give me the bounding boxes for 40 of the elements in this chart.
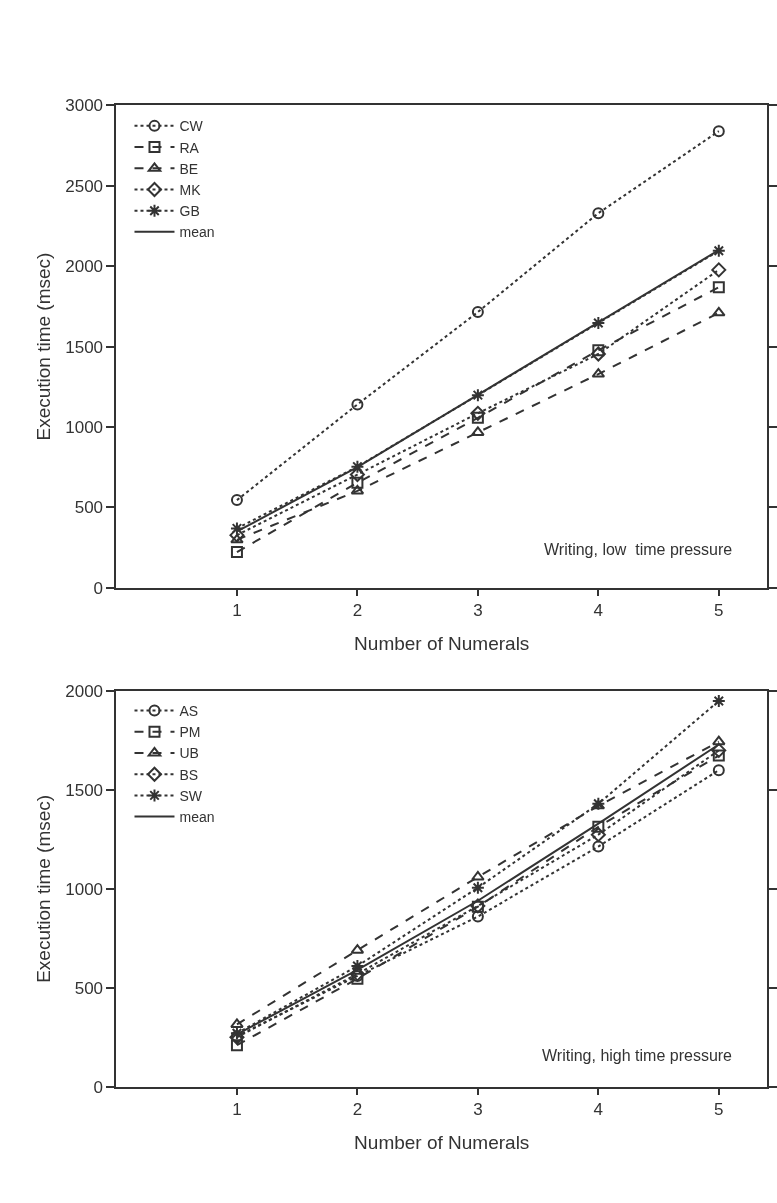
x-tick-label: 2 [352,601,363,621]
y-tick-label: 1000 [65,417,104,437]
x-tick-label: 5 [714,1100,724,1120]
annotation: Writing, high time pressure [542,1047,733,1064]
x-tick-label: 5 [714,601,724,621]
y-tick-label: 0 [93,1077,104,1097]
y-tick-label: 2000 [65,682,104,701]
x-tick-label: 2 [352,1100,363,1120]
y-tick-label: 3000 [65,96,104,116]
y-axis-title: Execution time (msec) [32,794,54,983]
y-tick-label: 500 [74,498,104,518]
legend-label: GB [179,203,200,220]
x-axis-title: Number of Numerals [354,1132,530,1154]
legend-label: CW [179,118,204,135]
x-tick-label: 1 [232,601,242,621]
legend-label: mean [179,224,215,241]
x-axis-title: Number of Numerals [354,633,530,655]
legend-label: MK [179,181,202,198]
x-tick-label: 4 [593,1100,604,1120]
legend-label: SW [179,787,203,804]
x-tick-label: 3 [473,1100,483,1120]
legend-label: UB [179,745,199,762]
y-axis-title: Execution time (msec) [32,252,54,441]
x-tick-label: 1 [232,1100,242,1120]
legend-label: BS [179,766,199,783]
legend-label: AS [179,703,199,720]
y-tick-label: 2000 [65,257,104,277]
legend-label: BE [179,160,199,177]
x-tick-label: 4 [593,601,604,621]
x-tick-label: 3 [473,601,483,621]
y-tick-label: 2500 [65,176,104,196]
y-tick-label: 1000 [65,879,104,899]
y-tick-label: 0 [93,578,104,598]
y-tick-label: 1500 [65,780,104,800]
y-tick-label: 1500 [65,337,104,357]
legend-label: mean [179,809,215,826]
legend-label: PM [179,724,201,741]
y-tick-label: 500 [74,978,104,998]
annotation: Writing, low time pressure [544,541,733,558]
legend-label: RA [179,139,200,156]
